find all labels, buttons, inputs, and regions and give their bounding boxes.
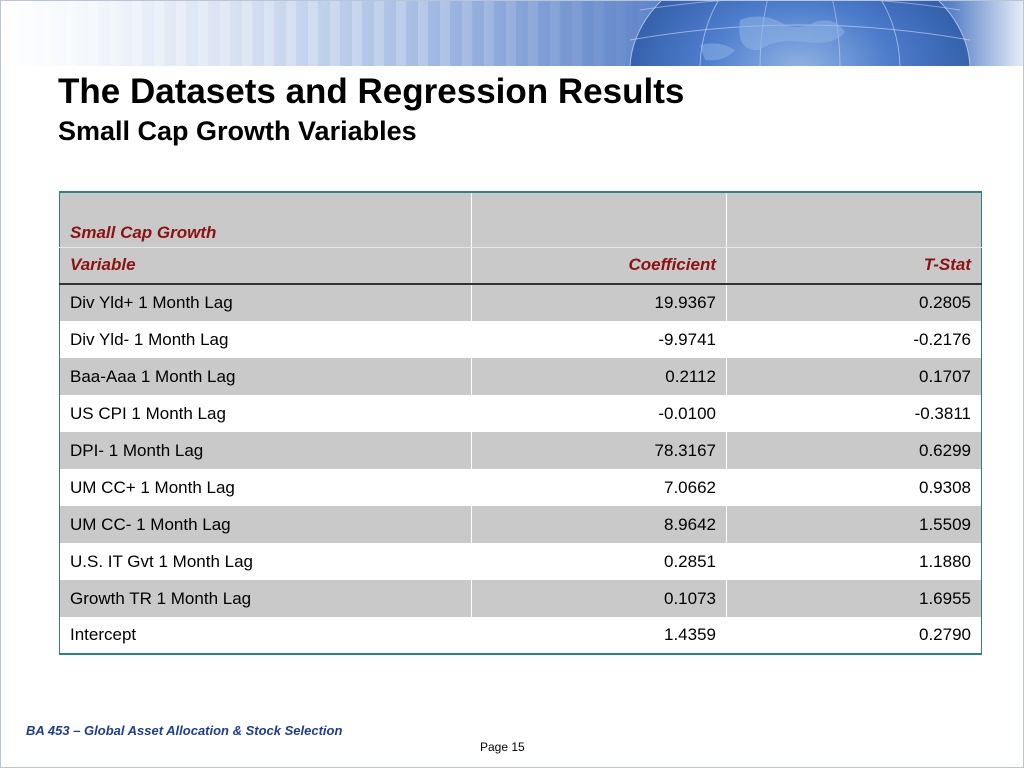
variable-cell: UM CC+ 1 Month Lag — [59, 469, 472, 506]
variable-cell: U.S. IT Gvt 1 Month Lag — [59, 543, 472, 580]
coefficient-cell: 0.2112 — [471, 358, 727, 395]
coefficient-cell: 0.2851 — [471, 543, 727, 580]
table-row: Growth TR 1 Month Lag 0.1073 1.6955 — [59, 580, 982, 617]
regression-table-container: Small Cap Growth Variable Coefficient T-… — [59, 191, 982, 655]
table-row: US CPI 1 Month Lag -0.0100 -0.3811 — [59, 395, 982, 432]
table-column-header-row: Variable Coefficient T-Stat — [59, 247, 982, 285]
globe-banner-graphic — [629, 0, 971, 66]
table-row: Div Yld- 1 Month Lag -9.9741 -0.2176 — [59, 321, 982, 358]
tstat-cell: -0.2176 — [726, 321, 982, 358]
variable-cell: Div Yld+ 1 Month Lag — [59, 284, 472, 321]
variable-cell: DPI- 1 Month Lag — [59, 432, 472, 469]
tstat-cell: 0.6299 — [726, 432, 982, 469]
footer-page-number: Page 15 — [480, 740, 525, 754]
tstat-cell: -0.3811 — [726, 395, 982, 432]
tstat-cell: 1.6955 — [726, 580, 982, 617]
variable-cell: Growth TR 1 Month Lag — [59, 580, 472, 617]
group-header: Small Cap Growth — [59, 192, 472, 248]
table-row: Baa-Aaa 1 Month Lag 0.2112 0.1707 — [59, 358, 982, 395]
variable-cell: US CPI 1 Month Lag — [59, 395, 472, 432]
table-row: Intercept 1.4359 0.2790 — [59, 617, 982, 654]
slide-subtitle: Small Cap Growth Variables — [58, 116, 417, 146]
tstat-cell: 1.5509 — [726, 506, 982, 543]
regression-table: Small Cap Growth Variable Coefficient T-… — [59, 191, 982, 655]
variable-cell: UM CC- 1 Month Lag — [59, 506, 472, 543]
tstat-cell: 0.2805 — [726, 284, 982, 321]
coefficient-cell: 7.0662 — [471, 469, 727, 506]
coefficient-cell: -0.0100 — [471, 395, 727, 432]
coefficient-cell: 8.9642 — [471, 506, 727, 543]
coefficient-cell: -9.9741 — [471, 321, 727, 358]
table-group-header-row: Small Cap Growth — [59, 192, 982, 248]
column-header-variable: Variable — [59, 247, 472, 285]
coefficient-cell: 0.1073 — [471, 580, 727, 617]
header-banner — [0, 0, 1024, 66]
table-row: Div Yld+ 1 Month Lag 19.9367 0.2805 — [59, 284, 982, 321]
tstat-cell: 0.2790 — [726, 617, 982, 654]
table-row: UM CC- 1 Month Lag 8.9642 1.5509 — [59, 506, 982, 543]
coefficient-cell: 19.9367 — [471, 284, 727, 321]
group-header-empty — [471, 192, 727, 248]
tstat-cell: 0.1707 — [726, 358, 982, 395]
variable-cell: Div Yld- 1 Month Lag — [59, 321, 472, 358]
variable-cell: Baa-Aaa 1 Month Lag — [59, 358, 472, 395]
tstat-cell: 0.9308 — [726, 469, 982, 506]
coefficient-cell: 78.3167 — [471, 432, 727, 469]
column-header-coefficient: Coefficient — [471, 247, 727, 285]
table-row: DPI- 1 Month Lag 78.3167 0.6299 — [59, 432, 982, 469]
slide-title: The Datasets and Regression Results — [58, 72, 685, 111]
table-row: U.S. IT Gvt 1 Month Lag 0.2851 1.1880 — [59, 543, 982, 580]
tstat-cell: 1.1880 — [726, 543, 982, 580]
footer-course-title: BA 453 – Global Asset Allocation & Stock… — [26, 723, 343, 738]
group-header-empty — [726, 192, 982, 248]
coefficient-cell: 1.4359 — [471, 617, 727, 654]
column-header-tstat: T-Stat — [726, 247, 982, 285]
table-row: UM CC+ 1 Month Lag 7.0662 0.9308 — [59, 469, 982, 506]
variable-cell: Intercept — [59, 617, 472, 654]
